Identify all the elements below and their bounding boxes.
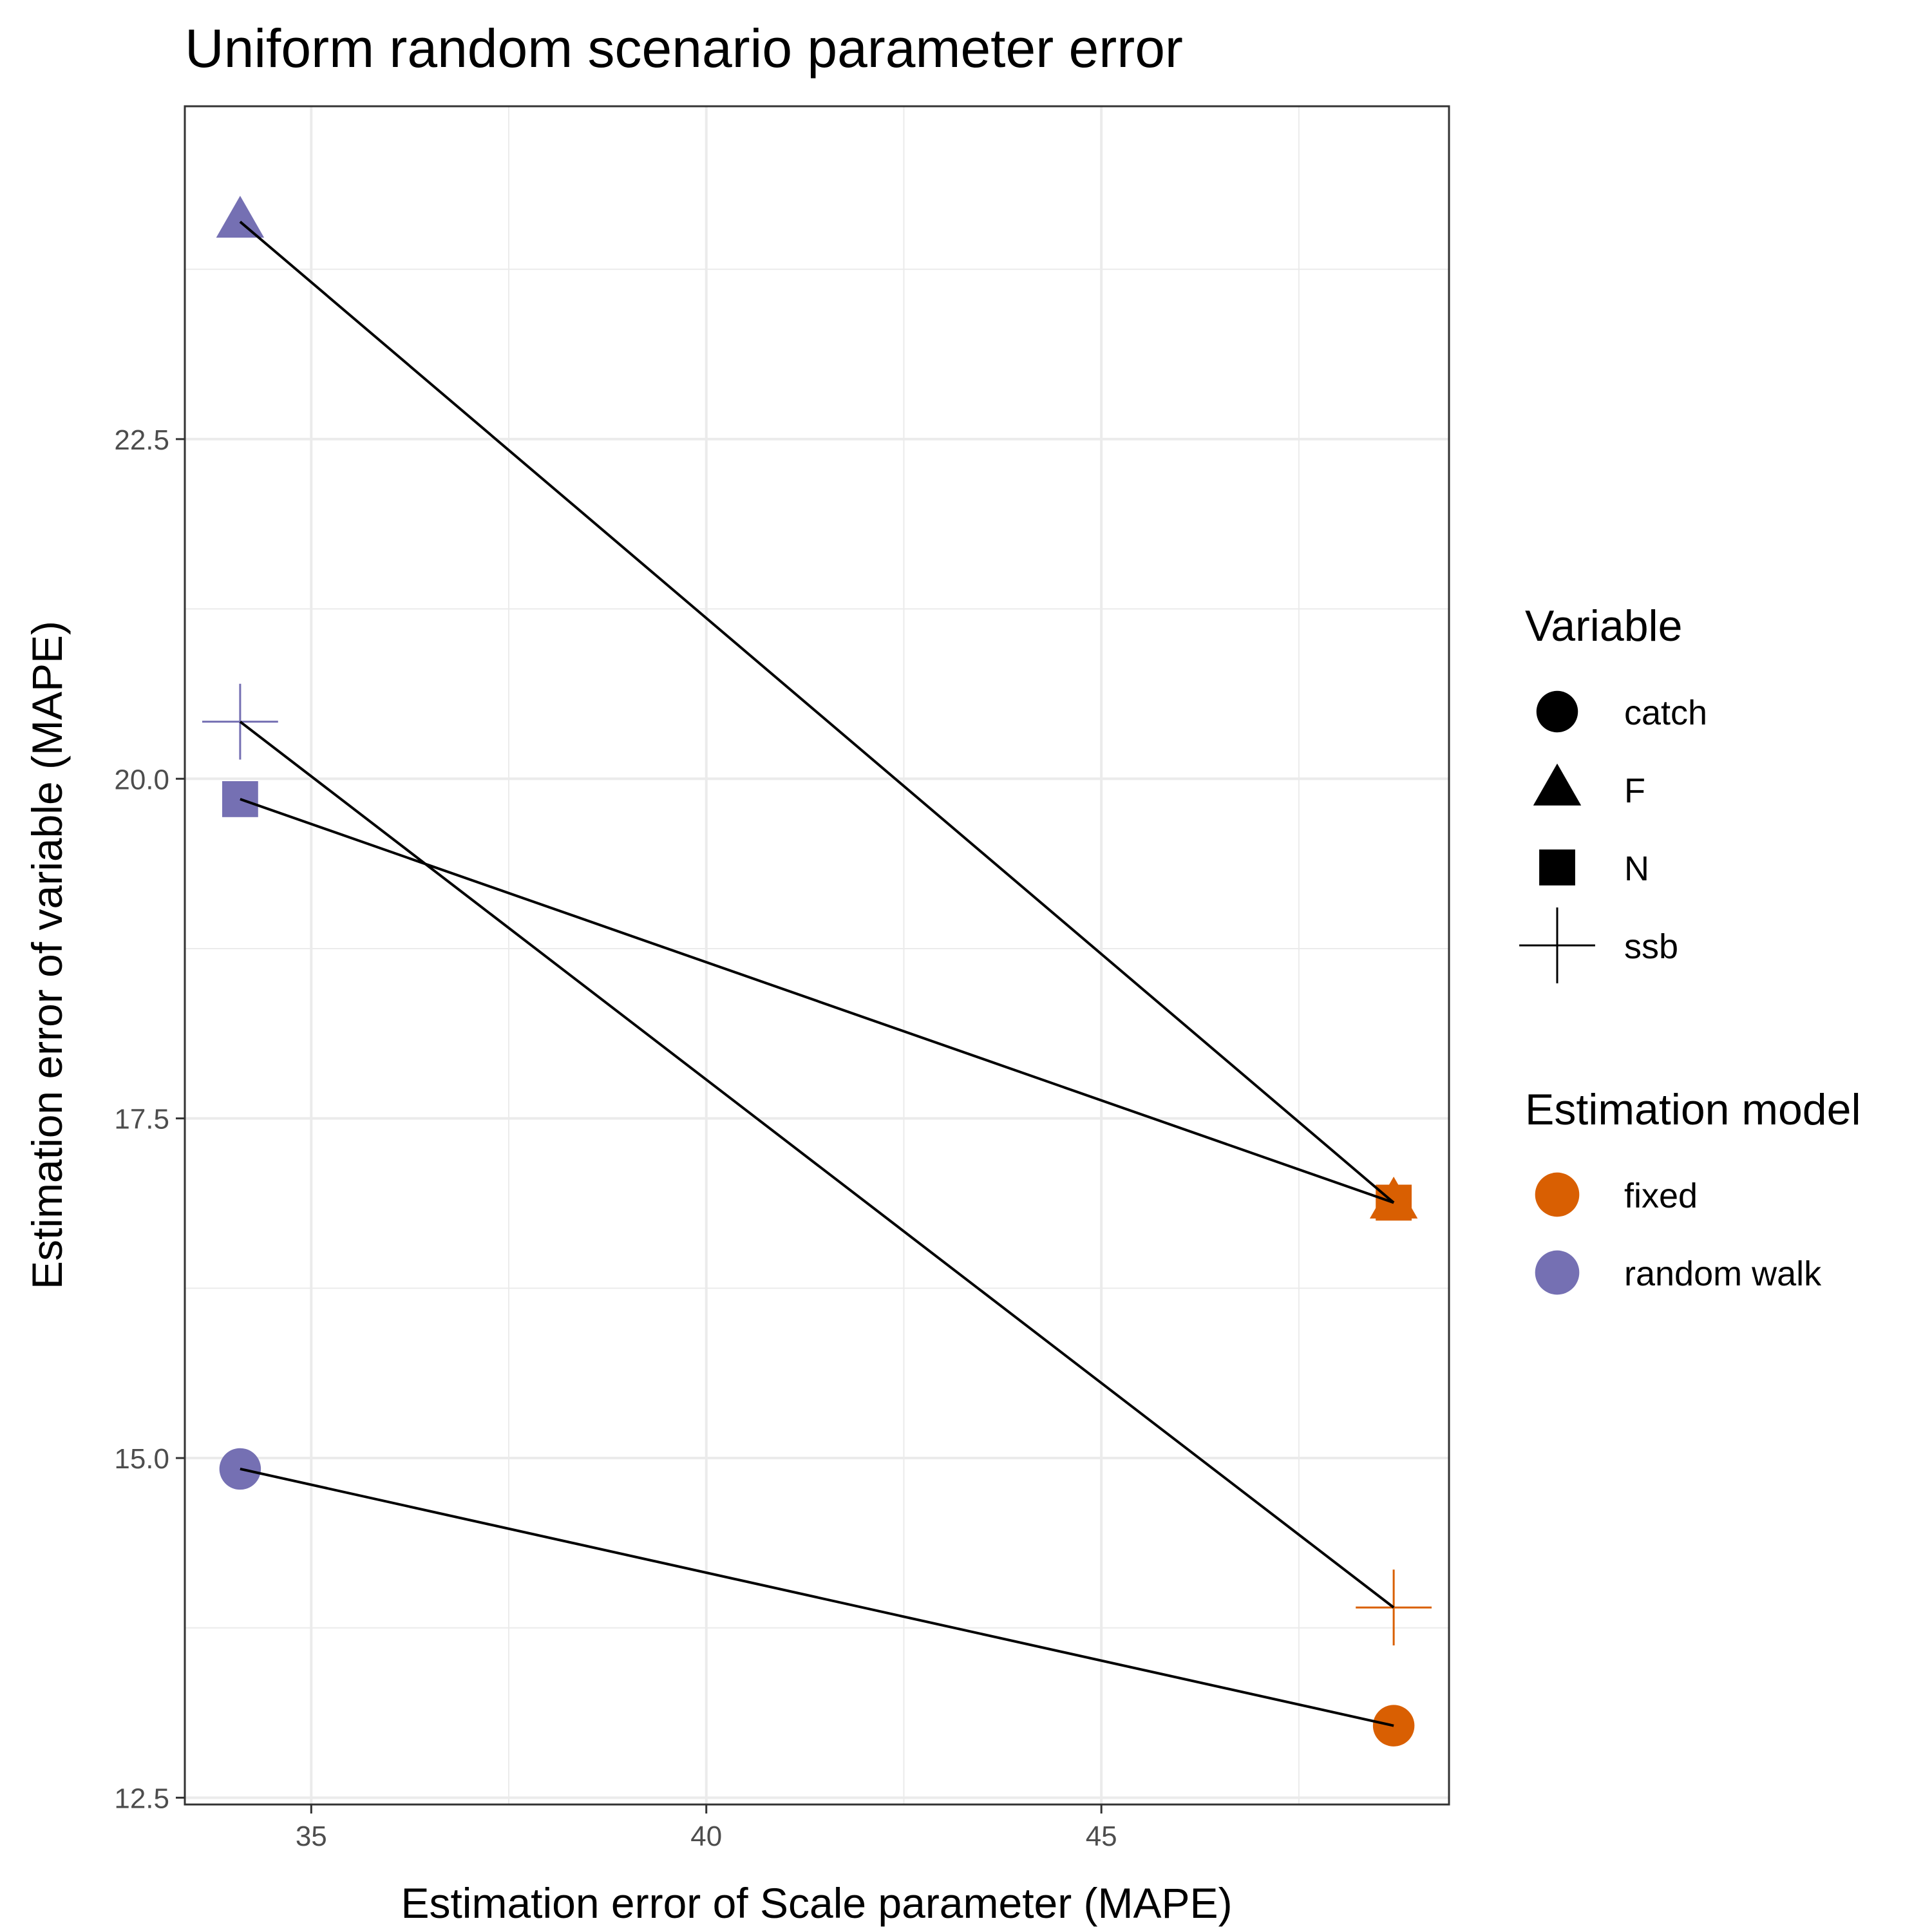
legend-key-catch: [1536, 690, 1578, 733]
legend-label-random-walk: random walk: [1624, 1255, 1822, 1293]
panel-border: [184, 105, 1450, 1806]
color-legend: Estimation model fixed random walk: [1525, 1085, 1861, 1295]
legend-label-F: F: [1624, 772, 1645, 810]
x-axis-title: Estimation error of Scale parameter (MAP…: [401, 1879, 1232, 1927]
line-ssb: [239, 721, 1395, 1609]
chart-title: Uniform random scenario parameter error: [185, 18, 1183, 79]
line-catch: [240, 1467, 1394, 1727]
legend-label-N: N: [1624, 849, 1649, 888]
y-tick-label: 12.5: [114, 1783, 169, 1814]
line-F: [239, 220, 1395, 1204]
y-tick-label: 17.5: [114, 1104, 169, 1135]
x-tick-label: 40: [690, 1821, 722, 1852]
legend-key-N: [1539, 849, 1575, 886]
x-tick-label: 35: [296, 1821, 327, 1852]
y-tick-label: 20.0: [114, 764, 169, 795]
legend-label-catch: catch: [1624, 694, 1707, 732]
line-N: [240, 798, 1394, 1204]
point-F-fixed: [1369, 1177, 1418, 1219]
grid-lines: [185, 106, 1449, 1804]
legend-label-fixed: fixed: [1624, 1177, 1698, 1215]
legend-label-ssb: ssb: [1624, 927, 1678, 966]
y-axis-title: Estimation error of variable (MAPE): [23, 621, 71, 1289]
color-legend-title: Estimation model: [1525, 1085, 1861, 1134]
x-tick-label: 45: [1086, 1821, 1117, 1852]
legend-key-random-walk: [1535, 1250, 1580, 1295]
y-tick-label: 22.5: [114, 424, 169, 456]
y-tick-label: 15.0: [114, 1443, 169, 1475]
connecting-lines: [239, 220, 1395, 1727]
axes: 35 40 45 12.5 15.0 17.5 20.0 22.5: [114, 424, 1117, 1852]
shape-legend-title: Variable: [1525, 601, 1682, 650]
legend-key-F: [1533, 763, 1582, 806]
legend-key-ssb: [1519, 907, 1595, 983]
point-F-random-walk: [216, 195, 265, 238]
legend-key-fixed: [1535, 1172, 1580, 1217]
